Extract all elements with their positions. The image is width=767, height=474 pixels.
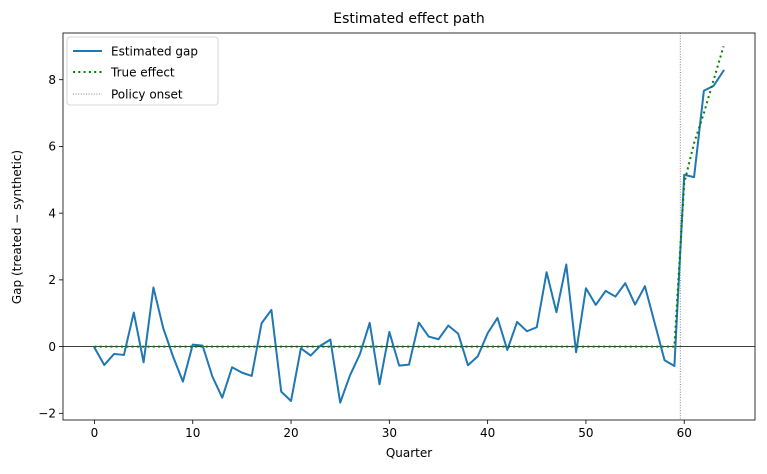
x-tick-label: 60 [677, 426, 692, 440]
legend-box [66, 36, 219, 106]
x-tick-label: 30 [382, 426, 397, 440]
y-axis-label: Gap (treated − synthetic) [10, 150, 24, 304]
plot-area [63, 33, 755, 420]
y-tick-label: 8 [48, 73, 56, 87]
x-axis-label: Quarter [386, 446, 432, 460]
plot-frame [62, 32, 756, 421]
legend-label-policy-onset: Policy onset [111, 88, 183, 102]
x-tick-label: 0 [91, 426, 99, 440]
x-tick-label: 50 [578, 426, 593, 440]
y-tick-label: 6 [48, 140, 56, 154]
y-axis-ticks: −2 0 2 4 6 8 [38, 73, 63, 421]
series-layer [93, 46, 725, 404]
legend: Estimated gap True effect Policy onset [66, 36, 219, 106]
chart-title: Estimated effect path [333, 11, 485, 27]
legend-label-true-effect: True effect [110, 66, 175, 80]
legend-label-estimated-gap: Estimated gap [111, 45, 198, 59]
series-line-true-effect [94, 46, 725, 348]
y-tick-label: 0 [48, 340, 56, 354]
y-tick-label: −2 [38, 407, 56, 421]
y-tick-label: 2 [48, 273, 56, 287]
y-tick-label: 4 [48, 206, 56, 220]
series-line-estimated-gap [93, 69, 725, 404]
x-tick-label: 20 [283, 426, 298, 440]
x-axis-ticks: 0 10 20 30 40 50 60 [91, 420, 692, 440]
x-tick-label: 40 [480, 426, 495, 440]
x-tick-label: 10 [185, 426, 200, 440]
